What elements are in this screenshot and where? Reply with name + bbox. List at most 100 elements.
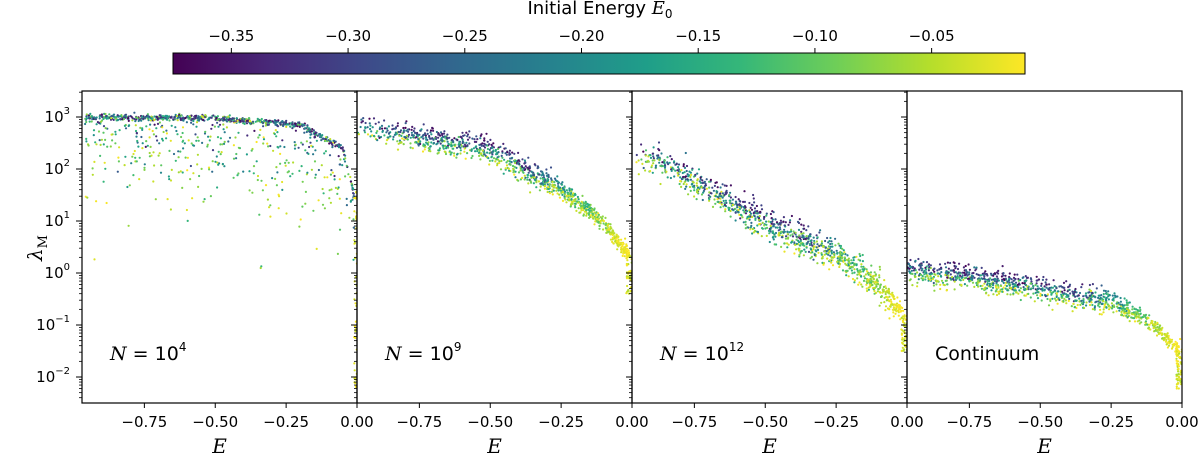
scatter-point [101, 116, 104, 119]
scatter-point [754, 218, 757, 221]
scatter-point [831, 242, 834, 245]
scatter-point [825, 252, 828, 255]
scatter-point [162, 130, 165, 134]
scatter-point [1112, 304, 1115, 307]
scatter-point [427, 147, 430, 150]
scatter-point [498, 161, 501, 165]
scatter-point [872, 277, 875, 280]
scatter-point [1014, 281, 1018, 284]
scatter-point [437, 136, 440, 139]
scatter-point [1041, 278, 1044, 281]
scatter-point [1108, 294, 1111, 297]
scatter-point [562, 191, 565, 194]
scatter-point [694, 174, 697, 177]
scatter-point [900, 306, 903, 309]
scatter-point [888, 300, 891, 303]
scatter-point [415, 141, 418, 144]
scatter-point [168, 178, 171, 181]
scatter-point [591, 213, 594, 216]
scatter-point [958, 262, 961, 265]
scatter-point [281, 139, 284, 142]
scatter-point [234, 136, 237, 139]
scatter-point [157, 154, 160, 157]
scatter-point [553, 181, 556, 184]
scatter-point [508, 162, 511, 165]
scatter-point [953, 261, 956, 265]
scatter-point [201, 141, 204, 144]
scatter-point [898, 308, 901, 311]
scatter-point [956, 272, 959, 275]
scatter-point [331, 146, 334, 149]
scatter-point [321, 187, 324, 191]
scatter-point [723, 184, 726, 187]
scatter-point [666, 161, 669, 164]
scatter-point [1115, 310, 1118, 313]
scatter-point [707, 194, 710, 197]
scatter-point [626, 290, 630, 293]
scatter-point [1024, 275, 1027, 278]
scatter-point [885, 295, 888, 298]
scatter-point [933, 273, 936, 276]
scatter-point [1006, 280, 1009, 283]
scatter-point [1097, 294, 1100, 297]
scatter-point [442, 132, 446, 135]
scatter-point [443, 140, 446, 143]
scatter-point [1003, 278, 1006, 282]
scatter-point [232, 176, 235, 179]
scatter-point [893, 297, 896, 301]
scatter-point [802, 224, 805, 227]
scatter-point [714, 195, 717, 198]
scatter-point [765, 212, 768, 215]
scatter-point [411, 125, 414, 128]
scatter-point [115, 117, 118, 120]
scatter-point [938, 272, 941, 275]
scatter-point [612, 232, 615, 235]
scatter-point [285, 212, 288, 215]
scatter-point [260, 265, 263, 268]
scatter-point [331, 141, 335, 144]
scatter-point [623, 251, 626, 254]
scatter-point [398, 139, 401, 142]
scatter-point [1055, 287, 1058, 290]
scatter-point [1175, 351, 1178, 354]
scatter-point [1177, 382, 1180, 385]
scatter-point [1119, 300, 1122, 303]
scatter-point [326, 176, 329, 179]
scatter-point [397, 130, 400, 134]
scatter-point [860, 275, 863, 278]
scatter-point [1065, 280, 1068, 283]
scatter-point [867, 273, 870, 276]
scatter-point [362, 117, 365, 120]
scatter-point [1176, 363, 1179, 366]
scatter-point [1175, 373, 1178, 376]
x-tick-label: −0.50 [1017, 413, 1063, 431]
scatter-point [1095, 287, 1098, 290]
scatter-point [406, 138, 409, 141]
scatter-point [203, 116, 206, 119]
scatter-point [869, 271, 873, 274]
scatter-point [863, 275, 866, 278]
scatter-point [174, 159, 177, 162]
scatter-point [1100, 294, 1103, 297]
scatter-point [594, 220, 597, 223]
scatter-point [339, 158, 342, 161]
scatter-point [1008, 275, 1011, 279]
scatter-point [959, 279, 962, 282]
scatter-point [569, 195, 572, 198]
scatter-point [1069, 292, 1072, 295]
scatter-point [819, 229, 822, 232]
scatter-point [183, 142, 186, 145]
scatter-point [1023, 282, 1026, 285]
scatter-point [512, 167, 515, 170]
scatter-point [1015, 291, 1018, 294]
scatter-point [924, 275, 927, 278]
x-tick-label: 0.00 [340, 413, 373, 431]
scatter-point [369, 127, 372, 131]
scatter-point [577, 207, 580, 210]
scatter-point [127, 119, 130, 122]
scatter-point [1136, 309, 1139, 312]
scatter-point [857, 283, 860, 286]
scatter-point [152, 133, 155, 136]
scatter-point [1177, 349, 1180, 352]
scatter-point [577, 201, 580, 204]
